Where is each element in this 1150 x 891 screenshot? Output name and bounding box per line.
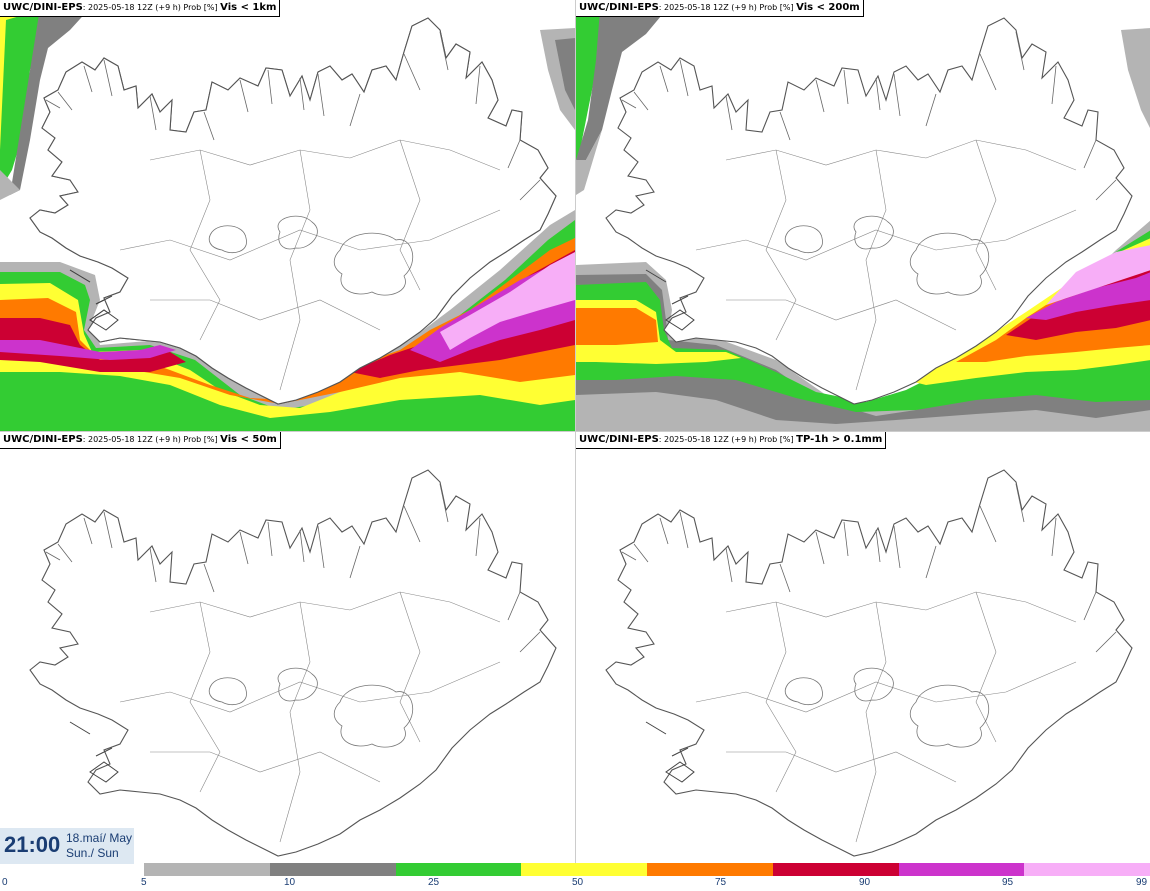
colorbar-segment	[647, 863, 773, 876]
panel-title: UWC/DINI-EPS: 2025-05-18 12Z (+9 h) Prob…	[576, 0, 864, 17]
colorbar-tick-label: 99	[1136, 877, 1148, 888]
colorbar-tick-label: 75	[715, 877, 727, 888]
colorbar-segment	[395, 863, 522, 876]
map-panel-vis-50m: UWC/DINI-EPS: 2025-05-18 12Z (+9 h) Prob…	[0, 432, 575, 863]
panel-divider-vertical	[575, 0, 576, 864]
colorbar-tick-label: 5	[141, 877, 147, 888]
colorbar-tick-label: 10	[284, 877, 296, 888]
colorbar	[144, 863, 1150, 876]
probability-map-vis-50m	[29, 469, 557, 857]
colorbar-segment	[521, 863, 647, 876]
colorbar-tick-label: 50	[572, 877, 584, 888]
map-panel-vis-200m: UWC/DINI-EPS: 2025-05-18 12Z (+9 h) Prob…	[576, 0, 1150, 431]
probability-map-vis-1km	[0, 8, 575, 431]
panel-divider-horizontal	[0, 431, 1150, 432]
colorbar-tick-label: 90	[859, 877, 871, 888]
colorbar-segment	[1024, 863, 1150, 876]
colorbar-segment	[898, 863, 1025, 876]
map-panel-vis-1km: UWC/DINI-EPS: 2025-05-18 12Z (+9 h) Prob…	[0, 0, 575, 431]
colorbar-segment	[269, 863, 396, 876]
colorbar-segment	[772, 863, 899, 876]
valid-weekday: Sun./ Sun	[66, 846, 119, 860]
map-panel-precip: UWC/DINI-EPS: 2025-05-18 12Z (+9 h) Prob…	[576, 432, 1150, 863]
colorbar-tick-label: 25	[428, 877, 440, 888]
probability-map-precip	[605, 469, 1133, 857]
panel-title: UWC/DINI-EPS: 2025-05-18 12Z (+9 h) Prob…	[576, 432, 887, 449]
probability-map-vis-200m	[576, 10, 1150, 431]
panel-title: UWC/DINI-EPS: 2025-05-18 12Z (+9 h) Prob…	[0, 0, 281, 17]
colorbar-segment	[144, 863, 270, 876]
colorbar-tick-label: 95	[1002, 877, 1014, 888]
valid-date: 18.maí/ May	[66, 831, 133, 845]
panel-title: UWC/DINI-EPS: 2025-05-18 12Z (+9 h) Prob…	[0, 432, 281, 449]
valid-time-box: 21:00 18.maí/ May Sun./ Sun	[0, 828, 134, 864]
colorbar-tick-label: 0	[2, 877, 8, 888]
valid-time: 21:00	[4, 832, 61, 857]
